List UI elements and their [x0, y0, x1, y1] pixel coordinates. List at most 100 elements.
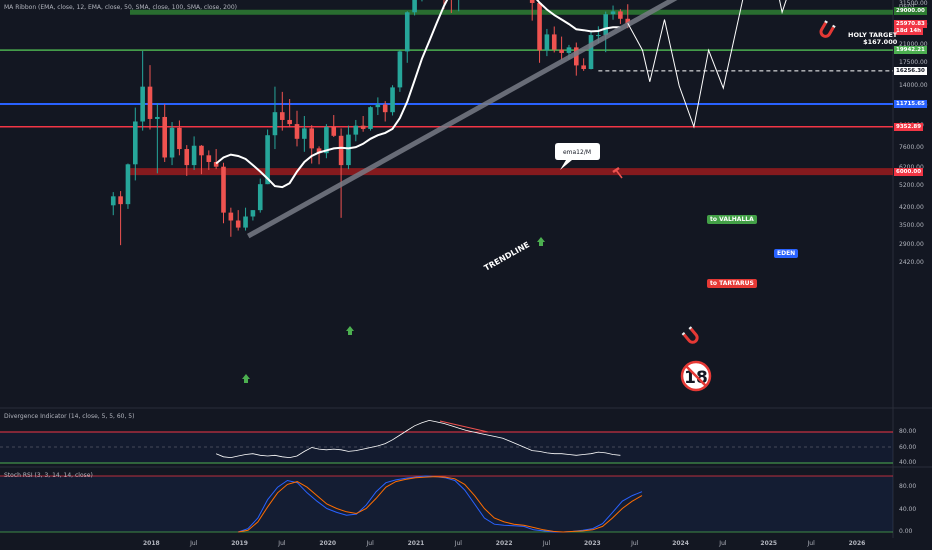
- time-axis-label: 2021: [407, 540, 425, 547]
- stoch-title[interactable]: Stoch RSI (3, 3, 14, 14, close): [4, 472, 93, 479]
- price-tag: 16256.30: [894, 66, 927, 75]
- price-axis-label: 2900.00: [899, 241, 924, 249]
- ema-callout: ema12/M: [555, 143, 600, 170]
- candle: [287, 119, 292, 125]
- candle: [140, 86, 145, 122]
- stoch-axis-label: 40.00: [899, 505, 917, 513]
- price-axis-label: 21000.00: [899, 40, 928, 48]
- candle: [353, 125, 359, 135]
- scenario-path[interactable]: [627, 0, 841, 129]
- candle: [243, 216, 248, 228]
- candle: [360, 125, 366, 129]
- price-tag: 19942.21: [894, 46, 927, 55]
- candle: [250, 210, 256, 217]
- trendline[interactable]: [246, 0, 777, 239]
- candle: [309, 128, 314, 149]
- magnet-icon: [681, 326, 699, 344]
- candle: [110, 196, 116, 206]
- time-axis-label: 2020: [319, 540, 337, 547]
- candle: [118, 196, 123, 205]
- price-axis-label: 7600.00: [899, 143, 924, 151]
- time-axis-label: Jul: [631, 540, 639, 547]
- candle: [331, 126, 337, 136]
- candle: [184, 149, 190, 166]
- stoch-axis-label: 80.00: [899, 483, 917, 491]
- candle: [618, 11, 623, 19]
- candle: [551, 34, 557, 50]
- candle: [169, 127, 175, 158]
- stoch-pane[interactable]: [0, 475, 893, 533]
- candle: [133, 121, 138, 165]
- candle: [280, 112, 285, 120]
- candle: [257, 184, 263, 211]
- rsi-band: [0, 432, 893, 463]
- candle: [221, 166, 226, 213]
- time-axis-label: Jul: [719, 540, 727, 547]
- time-axis-label: 2022: [495, 540, 513, 547]
- candle: [228, 212, 234, 221]
- arrow-up-icon: [346, 326, 354, 335]
- valhalla-tag: to VALHALLA: [707, 215, 757, 224]
- divergence-title[interactable]: Divergence Indicator (14, close, 5, 5, 6…: [4, 413, 135, 420]
- price-axis-label: 2420.00: [899, 259, 924, 267]
- price-axis-label: 17500.00: [899, 59, 928, 67]
- candle: [316, 148, 322, 154]
- time-axis-label: Jul: [366, 540, 374, 547]
- holy-target-label: HOLY TARGET $167.000: [845, 31, 900, 47]
- candle: [368, 107, 373, 129]
- stoch-d-line: [238, 476, 643, 533]
- candle: [272, 112, 278, 136]
- hammer-icon: [612, 166, 623, 179]
- rsi-axis-label: 40.00: [899, 459, 917, 466]
- candle: [338, 135, 344, 166]
- candle: [294, 124, 300, 139]
- price-axis-label: 31500.00: [899, 0, 928, 7]
- candle: [162, 116, 167, 158]
- time-axis-label: 2024: [672, 540, 689, 547]
- price-tag: 6000.00: [894, 167, 924, 176]
- price-axis-label: 3500.00: [899, 222, 924, 230]
- time-axis-label: Jul: [807, 540, 815, 547]
- time-axis-label: 2019: [231, 540, 248, 547]
- price-tag: 11715.65: [894, 99, 927, 108]
- stoch-band: [0, 476, 893, 532]
- eden-tag: EDEN: [774, 249, 799, 258]
- candle: [544, 34, 550, 51]
- candle: [596, 35, 601, 37]
- candle: [610, 11, 616, 15]
- ma-ribbon-title[interactable]: MA Ribbon (EMA, close, 12, EMA, close, 5…: [4, 4, 237, 11]
- candle: [155, 116, 160, 119]
- candle: [581, 65, 586, 70]
- candle: [566, 47, 572, 53]
- rsi-axis-label: 60.00: [899, 443, 917, 451]
- holy-target-title: HOLY TARGET: [848, 31, 898, 39]
- price-tag: 25970.83: [894, 20, 927, 29]
- candles: [110, 0, 631, 246]
- price-tag: 29000.00: [894, 7, 927, 16]
- candle: [412, 0, 417, 13]
- candle: [375, 104, 381, 108]
- trendline-label: TRENDLINE: [483, 240, 532, 273]
- rsi-axis-label: 80.00: [899, 428, 917, 435]
- candle: [390, 87, 395, 113]
- magnet-icon: [819, 20, 836, 38]
- holy-target-value: $167.000: [863, 38, 898, 46]
- candle: [382, 104, 388, 113]
- ema12-line: [215, 0, 621, 189]
- time-axis-label: 2018: [143, 540, 160, 547]
- time-axis-label: 2026: [848, 540, 866, 547]
- ema-label: ema12/M: [563, 149, 591, 156]
- time-axis-label: 2025: [760, 540, 778, 547]
- price-axis-label: 14000.00: [899, 81, 928, 89]
- divergence-pane[interactable]: [0, 419, 893, 464]
- age-18-badge: 18: [680, 360, 712, 392]
- candle: [324, 126, 329, 154]
- candle: [206, 155, 212, 162]
- candle: [265, 135, 270, 185]
- time-axis-label: Jul: [190, 540, 198, 547]
- arrow-up-icon: [242, 374, 250, 383]
- arrow-up-icon: [537, 237, 545, 246]
- bearish-divergence-line: [439, 420, 489, 433]
- candle: [603, 14, 608, 36]
